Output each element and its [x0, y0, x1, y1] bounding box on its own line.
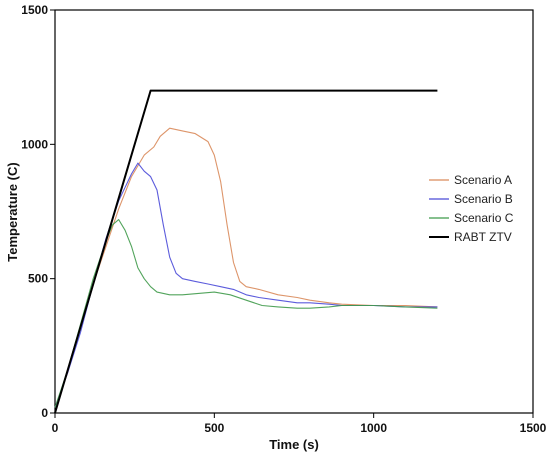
x-tick-label: 500 — [204, 421, 224, 435]
x-tick-label: 1000 — [360, 421, 387, 435]
y-tick-label: 500 — [28, 272, 48, 286]
series-line-scenario-c — [54, 219, 438, 408]
plot-border — [54, 9, 534, 414]
y-axis-title: Temperature (C) — [5, 162, 20, 261]
series-line-rabt-ztv — [54, 89, 438, 414]
legend: Scenario A Scenario B Scenario C RABT ZTV — [429, 173, 514, 244]
series-line-scenario-b — [54, 162, 438, 408]
series-line-scenario-a — [54, 127, 438, 408]
x-axis-ticks: 0 500 1000 1500 — [52, 413, 547, 435]
y-axis-ticks: 0 500 1000 1500 — [21, 3, 55, 420]
x-axis-title: Time (s) — [269, 437, 319, 452]
legend-label: Scenario C — [454, 211, 514, 225]
plot-frame — [54, 9, 534, 414]
y-tick-label: 0 — [41, 406, 48, 420]
y-tick-label: 1000 — [21, 137, 48, 151]
series-layer — [54, 89, 438, 414]
legend-label: Scenario B — [454, 192, 513, 206]
legend-label: Scenario A — [454, 173, 512, 187]
x-tick-label: 1500 — [520, 421, 547, 435]
legend-label: RABT ZTV — [454, 230, 512, 244]
y-tick-label: 1500 — [21, 3, 48, 17]
x-tick-label: 0 — [52, 421, 59, 435]
